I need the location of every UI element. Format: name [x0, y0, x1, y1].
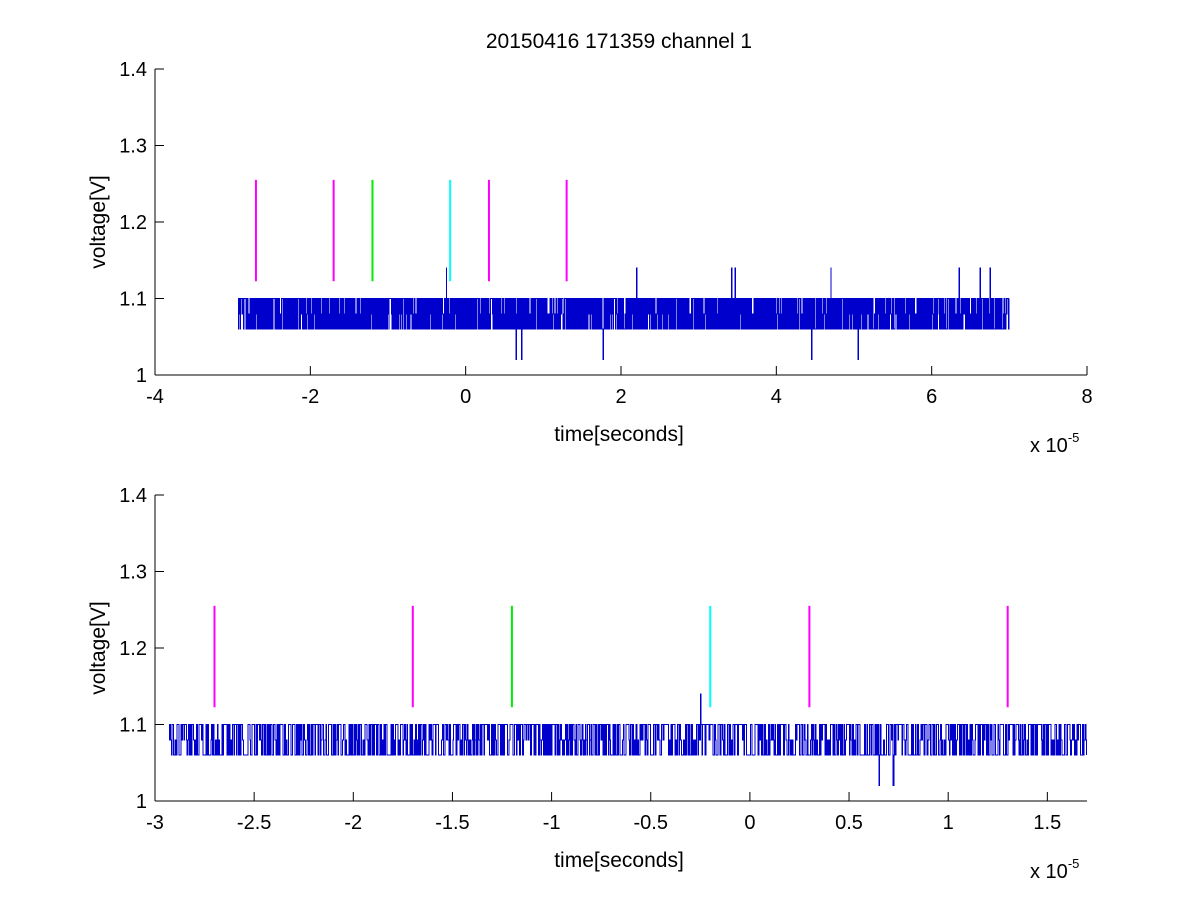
bottom-x-tick-label: 0	[744, 812, 755, 834]
bottom-markers-group	[213, 605, 1009, 708]
bottom-y-tick-label: 1	[136, 791, 147, 813]
top-subplot: -4 -2 0 2 4 6 8 1 1.1 1.2 1.3 1.4 time[seconds] vol…	[87, 59, 1093, 457]
bottom-x-tick-label: -1.5	[435, 812, 469, 834]
bottom-x-tick-label: 0.5	[835, 812, 863, 834]
bottom-y-tick-label: 1.4	[119, 485, 147, 507]
top-labels-group: time[seconds] voltage[V] x 10-5	[87, 175, 1079, 457]
bottom-axes-group: -3 -2.5 -2 -1.5 -1 -0.5 0 0.5 1 1.5 1 1.1 1.2 1.3 1.4	[119, 485, 1087, 834]
top-signal-group	[237, 267, 1010, 361]
bottom-x-tick-label: -1	[543, 812, 561, 834]
bottom-y-tick-label: 1.3	[119, 562, 147, 584]
bottom-x-tick-label: -2	[344, 812, 362, 834]
top-x-tick-label: 6	[926, 386, 937, 408]
top-markers-group	[254, 179, 568, 282]
bottom-x-tick-label: -2.5	[237, 812, 271, 834]
bottom-y-tick-label: 1.1	[119, 715, 147, 737]
top-x-axis-label: time[seconds]	[554, 423, 684, 446]
top-x-multiplier-base: x 10	[1030, 435, 1068, 457]
bottom-x-multiplier-base: x 10	[1030, 861, 1068, 883]
bottom-subplot: -3 -2.5 -2 -1.5 -1 -0.5 0 0.5 1 1.511.11.21.31.4 …	[87, 485, 1088, 883]
top-x-tick-label: 2	[615, 386, 626, 408]
bottom-x-tick-label: 1.5	[1033, 812, 1061, 834]
top-y-tick-label: 1.4	[119, 59, 147, 81]
top-x-tick-label: 4	[771, 386, 782, 408]
bottom-signal-series	[168, 693, 1088, 787]
top-x-tick-label: -2	[301, 386, 319, 408]
top-x-tick-label: -4	[146, 386, 164, 408]
bottom-signal-group	[168, 693, 1088, 787]
figure-title: 20150416 171359 channel 1	[486, 30, 752, 53]
top-y-tick-label: 1.1	[119, 289, 147, 311]
top-y-tick-label: 1.2	[119, 212, 147, 234]
bottom-labels-group: time[seconds] voltage[V] x 10-5	[87, 601, 1079, 883]
bottom-x-tick-label: 1	[943, 812, 954, 834]
bottom-y-tick-label: 1.2	[119, 638, 147, 660]
top-y-tick-label: 1.3	[119, 136, 147, 158]
bottom-y-axis-label: voltage[V]	[87, 601, 110, 694]
top-axes-group: -4 -2 0 2 4 6 8 1 1.1 1.2 1.3 1.4	[119, 59, 1092, 408]
bottom-x-tick-label: -0.5	[634, 812, 668, 834]
top-x-multiplier: x 10-5	[1030, 430, 1079, 457]
bottom-x-multiplier: x 10-5	[1030, 856, 1079, 883]
top-x-tick-label: 8	[1081, 386, 1092, 408]
top-x-tick-label: 0	[460, 386, 471, 408]
bottom-x-multiplier-exponent: -5	[1068, 856, 1080, 871]
top-x-multiplier-exponent: -5	[1068, 430, 1080, 445]
bottom-x-tick-label: -3	[146, 812, 164, 834]
top-signal-series	[237, 267, 1010, 361]
top-y-axis-label: voltage[V]	[87, 175, 110, 268]
top-y-tick-label: 1	[136, 365, 147, 387]
bottom-x-axis-label: time[seconds]	[554, 849, 684, 872]
